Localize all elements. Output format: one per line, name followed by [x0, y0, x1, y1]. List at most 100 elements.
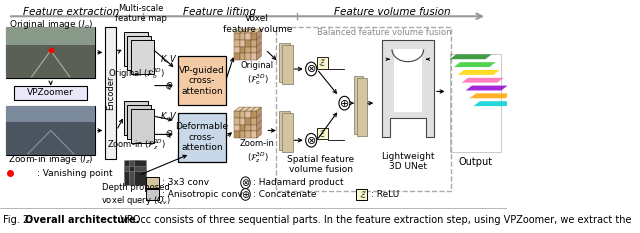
- Bar: [240, 118, 246, 125]
- Circle shape: [306, 134, 317, 147]
- Bar: [356, 189, 367, 200]
- Bar: [6, 27, 95, 45]
- Text: : Vanishing point: : Vanishing point: [37, 169, 113, 178]
- Bar: [234, 33, 240, 40]
- Bar: [234, 111, 240, 118]
- Polygon shape: [246, 107, 256, 111]
- Bar: [234, 53, 240, 60]
- Polygon shape: [246, 29, 256, 33]
- Bar: [279, 111, 290, 150]
- Text: : ReLU: : ReLU: [371, 190, 399, 199]
- Bar: [106, 27, 116, 159]
- Polygon shape: [257, 107, 261, 118]
- Polygon shape: [257, 114, 261, 125]
- Bar: [124, 166, 137, 179]
- Bar: [246, 111, 251, 118]
- Text: $\oplus$: $\oplus$: [241, 189, 250, 200]
- Text: : Hadamard product: : Hadamard product: [253, 178, 344, 187]
- Text: $\otimes$: $\otimes$: [306, 64, 316, 75]
- Text: $\otimes$: $\otimes$: [241, 177, 250, 188]
- Bar: [127, 105, 151, 139]
- Bar: [246, 33, 251, 40]
- Text: : Anisotropic conv: : Anisotropic conv: [163, 190, 243, 199]
- Bar: [6, 45, 95, 78]
- Polygon shape: [257, 36, 261, 47]
- Bar: [450, 54, 501, 152]
- Bar: [134, 171, 147, 185]
- Bar: [317, 57, 328, 69]
- Circle shape: [241, 188, 250, 200]
- Bar: [178, 56, 226, 105]
- Bar: [134, 166, 147, 179]
- Bar: [282, 45, 293, 84]
- Bar: [246, 40, 251, 47]
- Text: Lightweight
3D UNet: Lightweight 3D UNet: [381, 152, 435, 171]
- Polygon shape: [454, 62, 496, 67]
- Bar: [240, 125, 246, 131]
- Text: Original
($\mathcal{F}_o^{3D}$): Original ($\mathcal{F}_o^{3D}$): [241, 61, 274, 87]
- Bar: [234, 118, 240, 125]
- Bar: [234, 40, 240, 47]
- Polygon shape: [257, 121, 261, 131]
- Bar: [124, 160, 137, 173]
- Text: $Q$: $Q$: [164, 128, 173, 140]
- Bar: [131, 40, 154, 74]
- Text: VP-guided
cross-
attention: VP-guided cross- attention: [179, 66, 225, 96]
- Bar: [246, 118, 251, 125]
- Text: Original ($\mathcal{F}_o^{2D}$): Original ($\mathcal{F}_o^{2D}$): [108, 66, 165, 81]
- Bar: [124, 32, 148, 66]
- Bar: [251, 53, 257, 60]
- Text: Voxel
feature volume: Voxel feature volume: [223, 14, 292, 34]
- Text: $\otimes$: $\otimes$: [306, 135, 316, 146]
- Bar: [6, 122, 95, 155]
- Polygon shape: [251, 29, 261, 33]
- Bar: [234, 47, 240, 53]
- Text: Spatial feature
volume fusion: Spatial feature volume fusion: [287, 155, 355, 174]
- Polygon shape: [240, 29, 250, 33]
- Bar: [240, 131, 246, 138]
- Bar: [129, 166, 141, 179]
- Polygon shape: [466, 86, 508, 90]
- Text: Original image ($I_o$): Original image ($I_o$): [9, 17, 93, 31]
- Bar: [134, 160, 147, 173]
- Text: : Concatenate: : Concatenate: [253, 190, 317, 199]
- Text: Multi-scale
feature map: Multi-scale feature map: [115, 4, 167, 23]
- Polygon shape: [251, 107, 261, 111]
- Bar: [124, 101, 148, 135]
- Bar: [251, 125, 257, 131]
- Polygon shape: [458, 70, 500, 75]
- Text: Overall architecture.: Overall architecture.: [26, 215, 140, 225]
- Circle shape: [339, 96, 350, 110]
- Circle shape: [306, 62, 317, 76]
- Bar: [251, 40, 257, 47]
- Text: $\mathcal{Z}$: $\mathcal{Z}$: [318, 128, 326, 139]
- Polygon shape: [234, 29, 244, 33]
- Bar: [234, 131, 240, 138]
- Text: $\oplus$: $\oplus$: [339, 98, 349, 109]
- Bar: [147, 177, 159, 188]
- Text: $Q$: $Q$: [164, 80, 173, 92]
- Polygon shape: [382, 40, 433, 137]
- Bar: [131, 109, 154, 143]
- Bar: [6, 106, 95, 122]
- Text: Deformable
cross-
attention: Deformable cross- attention: [175, 122, 228, 152]
- Text: Output: Output: [458, 157, 492, 167]
- Text: $K, V$: $K, V$: [159, 110, 178, 122]
- Polygon shape: [240, 107, 250, 111]
- Bar: [127, 36, 151, 70]
- Circle shape: [241, 177, 250, 188]
- Text: : 3x3 conv: : 3x3 conv: [163, 178, 209, 187]
- Bar: [279, 43, 290, 82]
- Bar: [251, 131, 257, 138]
- Bar: [282, 113, 293, 152]
- Polygon shape: [394, 49, 422, 112]
- Text: Feature volume fusion: Feature volume fusion: [333, 7, 451, 17]
- Bar: [240, 53, 246, 60]
- Polygon shape: [450, 54, 492, 59]
- Text: VPOcc consists of three sequential parts. In the feature extraction step, using : VPOcc consists of three sequential parts…: [117, 215, 632, 225]
- Text: Encoder: Encoder: [106, 75, 115, 110]
- Bar: [129, 160, 141, 173]
- Text: Feature lifting: Feature lifting: [183, 7, 256, 17]
- Text: Feature extraction: Feature extraction: [23, 7, 120, 17]
- Bar: [354, 76, 364, 134]
